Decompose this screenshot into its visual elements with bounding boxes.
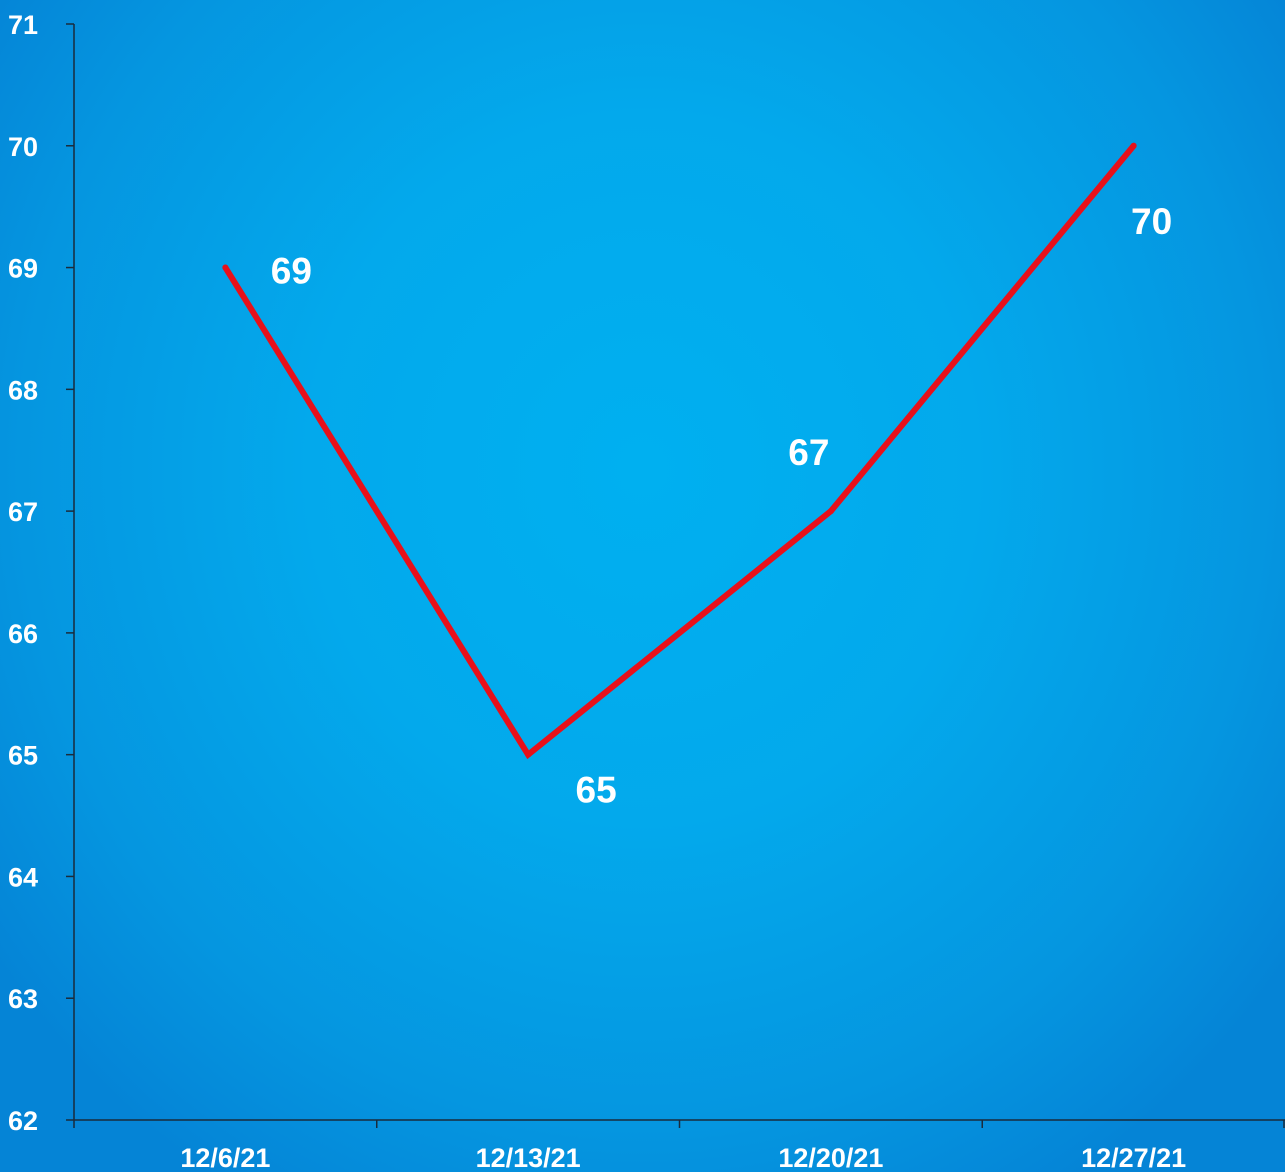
series-group <box>222 142 1137 760</box>
x-tick-label: 12/13/21 <box>476 1143 581 1172</box>
y-tick-label: 69 <box>8 254 38 284</box>
y-tick-label: 71 <box>8 10 38 40</box>
x-tick-label: 12/6/21 <box>180 1143 270 1172</box>
y-tick-label: 66 <box>8 619 38 649</box>
x-tick-label: 12/27/21 <box>1081 1143 1186 1172</box>
y-tick-label: 62 <box>8 1106 38 1136</box>
x-tick-label: 12/20/21 <box>778 1143 883 1172</box>
series-line <box>222 142 1137 760</box>
data-point <box>1130 142 1137 149</box>
y-tick-label: 64 <box>8 862 38 892</box>
data-label: 67 <box>788 432 829 473</box>
data-label: 65 <box>576 770 617 811</box>
y-tick-label: 63 <box>8 984 38 1014</box>
y-axis: 62 63 64 65 66 67 68 69 70 71 <box>8 10 75 1136</box>
data-point <box>222 264 229 271</box>
data-point <box>827 508 834 515</box>
data-labels: 69 65 67 70 <box>271 201 1172 811</box>
y-tick-label: 67 <box>8 497 38 527</box>
y-tick-label: 70 <box>8 132 38 162</box>
y-tick-label: 65 <box>8 741 38 771</box>
y-tick-label: 68 <box>8 375 38 405</box>
x-axis: 12/6/21 12/13/21 12/20/21 12/27/21 <box>73 1119 1285 1172</box>
data-label: 70 <box>1131 201 1172 242</box>
data-label: 69 <box>271 251 312 292</box>
data-point <box>525 751 532 758</box>
